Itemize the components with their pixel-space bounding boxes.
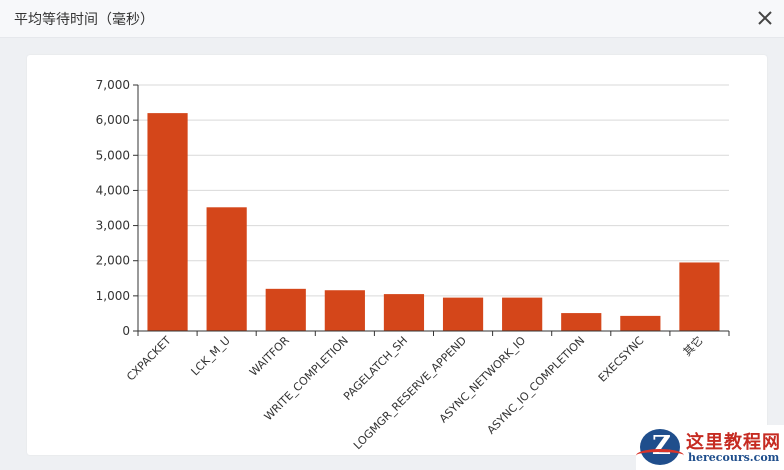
x-tick-label: CXPACKET <box>124 334 174 384</box>
watermark-brand: 这里教程网 <box>686 432 781 453</box>
y-tick-label: 2,000 <box>96 254 130 268</box>
x-tick-label: WAITFOR <box>247 334 292 379</box>
bar[interactable] <box>383 294 425 331</box>
y-tick-label: 5,000 <box>96 148 130 162</box>
bar[interactable] <box>442 297 484 331</box>
bar[interactable] <box>561 313 602 331</box>
x-tick-label: LOGMGR_RESERVE_APPEND <box>351 334 469 452</box>
x-tick-label: 其它 <box>680 333 705 358</box>
bar[interactable] <box>265 288 306 331</box>
x-tick-label: PAGELATCH_SH <box>341 334 410 403</box>
bar[interactable] <box>679 262 720 331</box>
watermark-url: herecours.com <box>688 451 780 464</box>
y-tick-label: 1,000 <box>96 289 130 303</box>
y-tick-label: 6,000 <box>96 113 130 127</box>
bar[interactable] <box>502 297 543 331</box>
x-tick-label: EXECSYNC <box>596 334 647 385</box>
bar[interactable] <box>620 315 661 331</box>
bar[interactable] <box>206 207 247 331</box>
bar[interactable] <box>324 290 365 331</box>
y-tick-label: 0 <box>122 324 130 338</box>
dialog-titlebar: 平均等待时间（毫秒） <box>0 0 784 38</box>
x-tick-label: LCK_M_U <box>189 334 233 378</box>
close-icon[interactable] <box>752 5 778 31</box>
bar[interactable] <box>147 113 188 331</box>
y-tick-label: 3,000 <box>96 219 130 233</box>
watermark-logo: Z 这里教程网 herecours.com <box>636 425 784 470</box>
dialog-title: 平均等待时间（毫秒） <box>14 12 154 28</box>
x-tick-label: ASYNC_IO_COMPLETION <box>485 334 588 437</box>
y-tick-label: 7,000 <box>96 78 130 92</box>
y-tick-label: 4,000 <box>96 183 130 197</box>
